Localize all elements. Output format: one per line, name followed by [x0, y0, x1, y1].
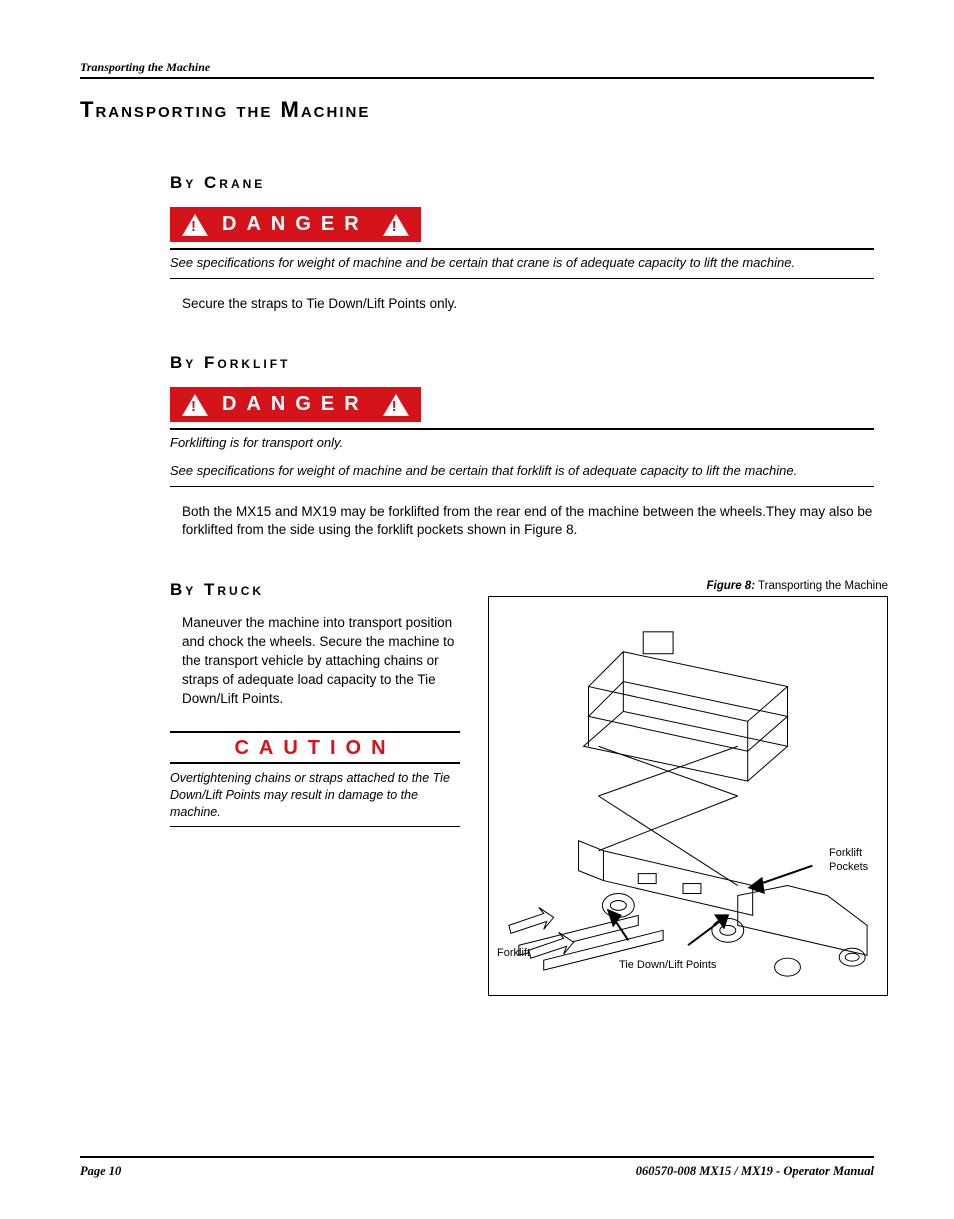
danger-label: DANGER: [222, 393, 369, 416]
forklift-note-2: See specifications for weight of machine…: [170, 458, 874, 486]
danger-box: DANGER: [170, 207, 421, 242]
warning-icon: [383, 394, 409, 416]
section-by-forklift: By Forklift DANGER Forklifting is for tr…: [170, 353, 874, 540]
rule: [170, 826, 460, 827]
label-pockets-2: Pockets: [829, 861, 868, 873]
label-pockets-1: Forklift: [829, 847, 862, 859]
danger-label: DANGER: [222, 213, 369, 236]
running-header: Transporting the Machine: [80, 60, 874, 79]
label-tiedown: Tie Down/Lift Points: [619, 959, 716, 971]
figure-caption-text: Transporting the Machine: [755, 580, 888, 592]
caution-note: Overtightening chains or straps attached…: [170, 766, 460, 827]
warning-icon: [383, 214, 409, 236]
danger-callout-forklift: DANGER Forklifting is for transport only…: [170, 387, 874, 486]
caution-callout: CAUTION Overtightening chains or straps …: [170, 731, 460, 828]
figure-frame: Forklift Tie Down/Lift Points Forklift P…: [488, 596, 888, 996]
figure-caption: Figure 8: Transporting the Machine: [488, 580, 888, 592]
doc-id: 060570-008 MX15 / MX19 - Operator Manual: [636, 1164, 874, 1179]
machine-diagram: [489, 597, 887, 995]
label-forklift: Forklift: [497, 947, 530, 959]
danger-note: See specifications for weight of machine…: [170, 250, 874, 278]
truck-body: Maneuver the machine into transport posi…: [182, 614, 460, 708]
forklift-body: Both the MX15 and MX19 may be forklifted…: [182, 503, 874, 541]
heading-by-forklift: By Forklift: [170, 353, 874, 373]
caution-label: CAUTION: [170, 735, 460, 762]
heading-by-crane: By Crane: [170, 173, 874, 193]
page-number: Page 10: [80, 1164, 121, 1179]
crane-body: Secure the straps to Tie Down/Lift Point…: [182, 295, 874, 314]
rule: [170, 762, 460, 764]
rule: [170, 486, 874, 487]
forklift-note-1: Forklifting is for transport only.: [170, 430, 874, 458]
section-by-truck: By Truck Maneuver the machine into trans…: [170, 580, 874, 996]
figure-8: Figure 8: Transporting the Machine: [488, 580, 888, 996]
heading-by-truck: By Truck: [170, 580, 460, 600]
warning-icon: [182, 214, 208, 236]
rule: [170, 278, 874, 279]
page-footer: Page 10 060570-008 MX15 / MX19 - Operato…: [80, 1156, 874, 1179]
section-by-crane: By Crane DANGER See specifications for w…: [170, 173, 874, 313]
footer-rule: [80, 1156, 874, 1158]
rule: [170, 731, 460, 733]
danger-callout-crane: DANGER See specifications for weight of …: [170, 207, 874, 279]
danger-box: DANGER: [170, 387, 421, 422]
figure-caption-prefix: Figure 8:: [706, 580, 755, 592]
page-title: Transporting the Machine: [80, 97, 874, 123]
warning-icon: [182, 394, 208, 416]
